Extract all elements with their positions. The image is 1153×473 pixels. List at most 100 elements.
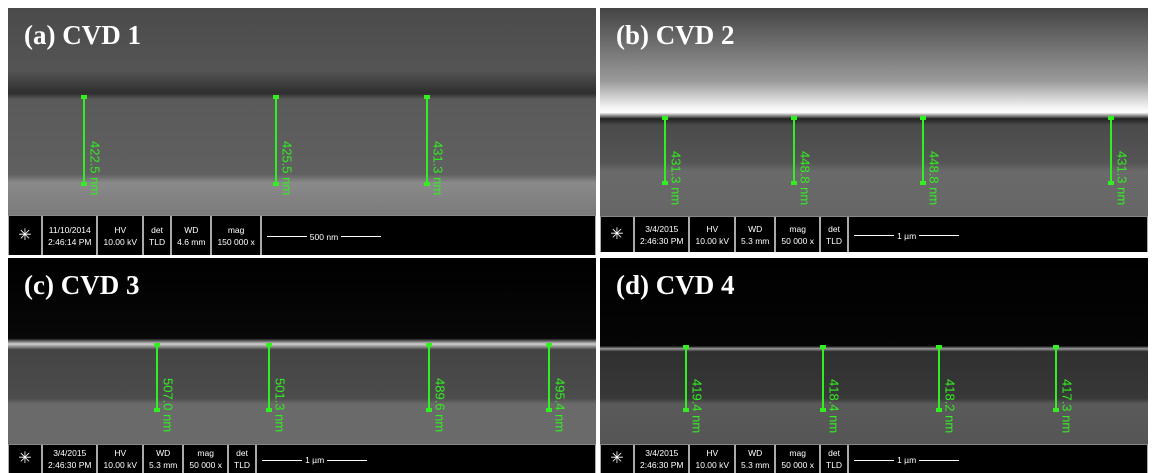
thickness-marker: 448.8 nm — [920, 116, 942, 205]
date: 3/4/2015 — [645, 448, 679, 458]
field-value: 5.3 mm — [149, 460, 178, 470]
scale-line — [266, 236, 307, 237]
panel-title: (d) CVD 4 — [616, 270, 735, 300]
datetime: 3/4/2015 2:46:30 PM — [634, 445, 690, 473]
sem-panel: (a) CVD 1 422.5 nm 425.5 nm 431.3 nm ✳ 11/10/… — [8, 8, 596, 255]
thickness-marker: 431.3 nm — [662, 116, 684, 205]
field-value: 10.00 kV — [103, 460, 138, 470]
thickness-marker: 501.3 nm — [266, 343, 288, 432]
sem-panel: (c) CVD 3 507.0 nm 501.3 nm 489.6 nm 495.4 n… — [8, 258, 596, 473]
field-value: TLD — [149, 236, 166, 247]
scale-line — [919, 459, 960, 461]
scale-line — [919, 235, 960, 236]
field-label: mag — [789, 448, 806, 458]
field-value: 10.00 kV — [103, 236, 138, 247]
info-field: det TLD — [143, 216, 172, 255]
field-value: 5.3 mm — [741, 460, 770, 470]
info-bar: ✳ 3/4/2015 2:46:30 PM HV 10.00 kV WD 5.3 mm mag… — [600, 444, 1148, 473]
info-field: HV 10.00 kV — [97, 216, 144, 255]
scale-label: 1 µm — [897, 230, 917, 241]
field-label: WD — [748, 223, 763, 234]
date: 3/4/2015 — [53, 448, 87, 458]
scale-bar: 1 µm — [848, 217, 1148, 252]
thickness-marker: 431.3 nm — [1108, 116, 1130, 205]
micrograph — [8, 258, 596, 445]
field-value: TLD — [826, 235, 843, 246]
thickness-label: 425.5 nm — [279, 140, 295, 195]
date: 11/10/2014 — [48, 224, 91, 235]
field-label: HV — [114, 224, 127, 235]
field-label: HV — [706, 448, 719, 458]
field-value: 50 000 x — [781, 235, 815, 246]
time: 2:46:30 PM — [48, 460, 92, 470]
thickness-label: 507.0 nm — [160, 377, 176, 432]
info-field: det TLD — [820, 217, 849, 252]
micrograph — [8, 8, 596, 216]
thickness-label: 489.6 nm — [432, 377, 448, 432]
info-field: WD 5.3 mm — [143, 445, 184, 473]
field-label: WD — [156, 448, 171, 458]
scale-line — [327, 459, 368, 461]
thickness-label: 448.8 nm — [926, 150, 942, 205]
thickness-marker: 489.6 nm — [426, 343, 448, 432]
field-label: det — [828, 448, 840, 458]
field-label: HV — [114, 448, 127, 458]
field-value: TLD — [234, 460, 251, 470]
date: 3/4/2015 — [645, 223, 679, 234]
field-label: WD — [748, 448, 763, 458]
field-label: det — [828, 223, 840, 234]
field-label: mag — [197, 448, 214, 458]
info-field: mag 50 000 x — [183, 445, 229, 473]
thickness-marker: 419.4 nm — [683, 345, 705, 433]
scale-label: 1 µm — [305, 455, 325, 465]
field-value: 50 000 x — [781, 460, 815, 470]
thickness-marker: 425.5 nm — [273, 95, 295, 195]
thickness-marker: 417.3 nm — [1053, 345, 1075, 433]
info-field: HV 10.00 kV — [689, 445, 736, 473]
panel-title: (a) CVD 1 — [24, 20, 141, 50]
field-value: 4.6 mm — [177, 236, 206, 247]
field-label: det — [236, 448, 248, 458]
info-field: HV 10.00 kV — [97, 445, 144, 473]
thickness-marker: 507.0 nm — [154, 343, 176, 432]
time: 2:46:30 PM — [640, 460, 684, 470]
scale-label: 500 nm — [309, 231, 339, 242]
scale-bar: 500 nm — [260, 216, 596, 255]
thickness-label: 417.3 nm — [1059, 378, 1075, 433]
thickness-marker: 495.4 nm — [546, 343, 568, 432]
info-field: mag 50 000 x — [775, 217, 821, 252]
info-field: WD 5.3 mm — [735, 445, 776, 473]
field-value: 10.00 kV — [695, 460, 730, 470]
logo-icon: ✳ — [600, 445, 634, 473]
sem-panel: (b) CVD 2 431.3 nm 448.8 nm 448.8 nm 431.3 n… — [600, 8, 1148, 252]
logo-icon: ✳ — [8, 445, 42, 473]
field-label: mag — [227, 224, 245, 235]
thickness-label: 422.5 nm — [87, 140, 103, 195]
info-field: mag 150 000 x — [211, 216, 261, 255]
scale-line — [262, 459, 303, 461]
thickness-label: 501.3 nm — [272, 377, 288, 432]
info-field: WD 5.3 mm — [735, 217, 776, 252]
scale-line — [854, 235, 895, 236]
scale-line — [341, 236, 382, 237]
info-bar: ✳ 3/4/2015 2:46:30 PM HV 10.00 kV WD 5.3 mm mag… — [600, 216, 1148, 252]
thickness-label: 495.4 nm — [552, 377, 568, 432]
thickness-label: 418.2 nm — [942, 378, 958, 433]
info-bar: ✳ 3/4/2015 2:46:30 PM HV 10.00 kV WD 5.3 mm mag… — [8, 444, 596, 473]
info-field: det TLD — [228, 445, 257, 473]
field-value: 150 000 x — [217, 236, 255, 247]
field-label: WD — [184, 224, 199, 235]
thickness-label: 418.4 nm — [826, 378, 842, 433]
thickness-marker: 418.4 nm — [820, 345, 842, 433]
field-value: TLD — [826, 460, 843, 470]
info-field: WD 4.6 mm — [171, 216, 212, 255]
datetime: 3/4/2015 2:46:30 PM — [42, 445, 98, 473]
logo-icon: ✳ — [600, 217, 634, 252]
thickness-marker: 448.8 nm — [791, 116, 813, 205]
thickness-marker: 431.3 nm — [424, 95, 446, 195]
thickness-marker: 422.5 nm — [81, 95, 103, 195]
logo-icon: ✳ — [8, 216, 42, 255]
field-value: 5.3 mm — [741, 235, 770, 246]
scale-bar: 1 µm — [256, 445, 596, 473]
